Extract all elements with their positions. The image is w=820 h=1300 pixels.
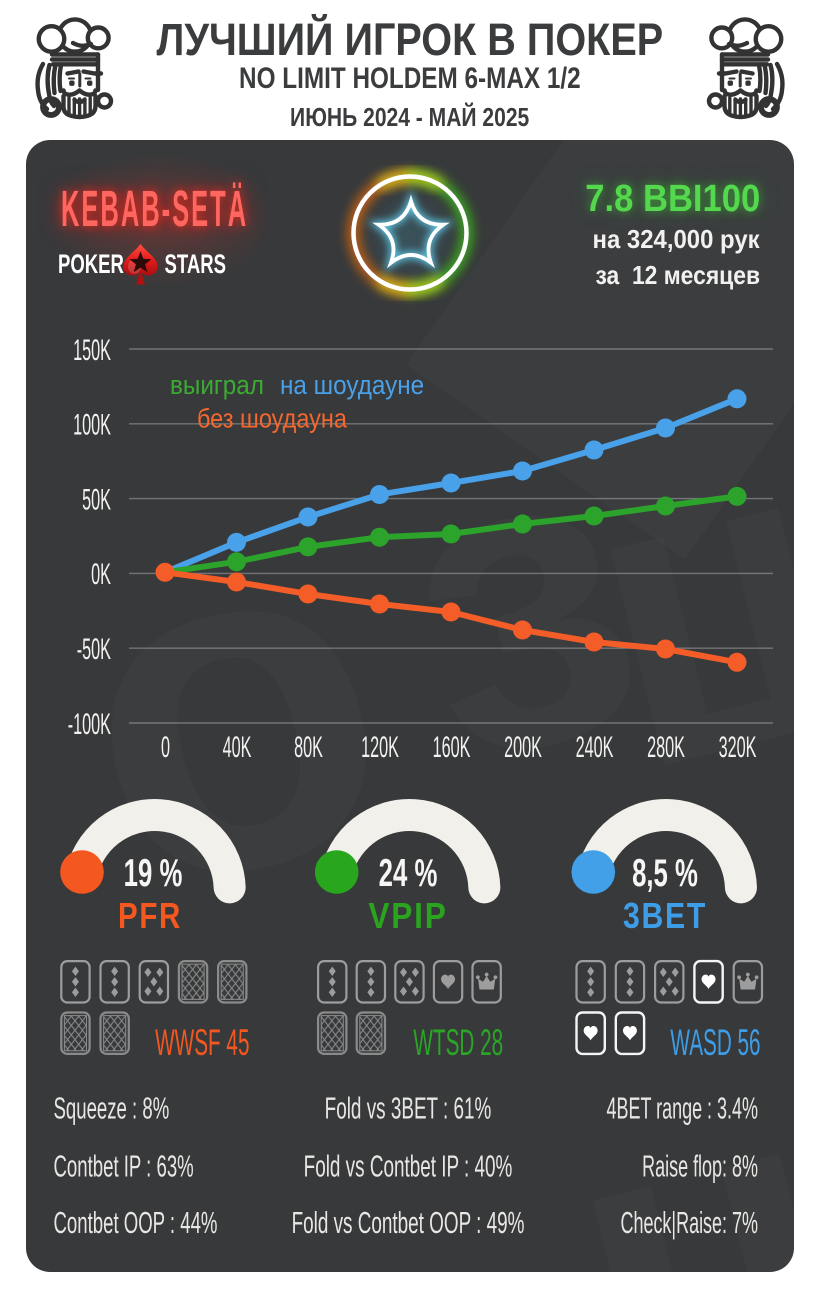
svg-text:выиграл: выиграл: [170, 371, 264, 400]
svg-text:320K: 320K: [719, 731, 757, 764]
svg-text:19 %: 19 %: [124, 852, 183, 896]
svg-text:Fold vs 3BET : 61%: Fold vs 3BET : 61%: [325, 1092, 492, 1126]
svg-text:Raise flop: 8%: Raise flop: 8%: [642, 1150, 758, 1184]
svg-text:без шоудауна: без шоудауна: [197, 404, 348, 434]
svg-text:STARS: STARS: [165, 249, 226, 279]
svg-text:24 %: 24 %: [379, 852, 438, 896]
svg-text:40K: 40K: [223, 731, 252, 764]
svg-text:200K: 200K: [504, 731, 542, 764]
svg-text:WTSD 28: WTSD 28: [413, 1023, 503, 1064]
svg-text:на шоудауне: на шоудауне: [280, 371, 424, 400]
svg-text:8,5 %: 8,5 %: [632, 852, 698, 896]
svg-text:50K: 50K: [82, 483, 111, 516]
svg-text:VPIP: VPIP: [368, 896, 447, 936]
svg-text:Fold vs Contbet OOP : 49%: Fold vs Contbet OOP : 49%: [292, 1206, 525, 1240]
svg-text:WASD 56: WASD 56: [670, 1023, 760, 1064]
svg-text:0K: 0K: [91, 558, 111, 591]
svg-text:PFR: PFR: [118, 895, 182, 935]
svg-text:Fold vs Contbet IP : 40%: Fold vs Contbet IP : 40%: [304, 1150, 513, 1184]
svg-text:-50K: -50K: [77, 633, 111, 666]
svg-text:150K: 150K: [73, 334, 111, 367]
svg-text:Contbet IP : 63%: Contbet IP : 63%: [54, 1150, 194, 1184]
svg-text:4BET range : 3.4%: 4BET range : 3.4%: [606, 1092, 758, 1126]
svg-text:Contbet OOP : 44%: Contbet OOP : 44%: [54, 1206, 218, 1240]
svg-text:80K: 80K: [294, 731, 323, 764]
svg-text:POKER: POKER: [58, 249, 124, 279]
svg-text:280K: 280K: [647, 731, 685, 764]
svg-text:-100K: -100K: [68, 708, 111, 741]
svg-text:100K: 100K: [73, 409, 111, 442]
svg-text:Check|Raise: 7%: Check|Raise: 7%: [620, 1206, 758, 1240]
svg-text:Squeeze : 8%: Squeeze : 8%: [54, 1092, 170, 1126]
svg-text:3BET: 3BET: [623, 897, 707, 937]
svg-text:120K: 120K: [361, 731, 399, 764]
svg-text:0: 0: [161, 731, 170, 764]
svg-text:160K: 160K: [433, 731, 471, 764]
svg-text:240K: 240K: [576, 731, 614, 764]
svg-text:WWSF 45: WWSF 45: [155, 1023, 249, 1064]
